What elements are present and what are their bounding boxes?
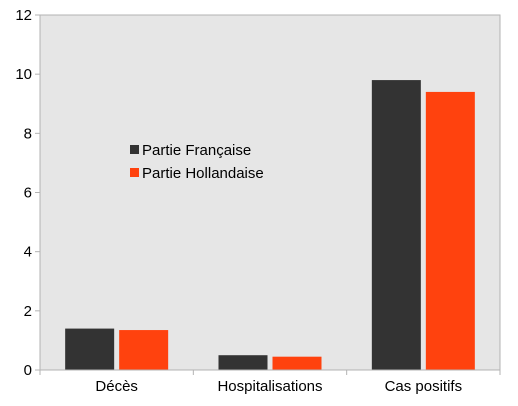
- legend-label: Partie Hollandaise: [142, 165, 264, 182]
- bar-partie-francaise: [371, 80, 421, 370]
- bar-partie-hollandaise: [425, 91, 475, 371]
- x-tick-label: Cas positifs: [385, 378, 463, 395]
- plot-area: [39, 14, 501, 371]
- bars: [65, 80, 475, 371]
- x-tick-label: Décès: [95, 378, 138, 395]
- y-tick-label: 2: [24, 303, 32, 320]
- y-tick-label: 12: [15, 7, 32, 24]
- x-axis: Décès Hospitalisations Cas positifs: [39, 369, 501, 395]
- bar-partie-hollandaise: [272, 356, 322, 370]
- y-axis: 0 2 4 6 8 10 12: [15, 7, 41, 379]
- x-tick-label: Hospitalisations: [217, 378, 322, 395]
- y-tick-label: 10: [15, 66, 32, 83]
- y-tick-label: 4: [24, 244, 32, 261]
- y-tick-label: 6: [24, 185, 32, 202]
- bar-partie-francaise: [218, 355, 268, 370]
- bar-partie-hollandaise: [119, 330, 169, 370]
- legend: Partie Française Partie Hollandaise: [130, 142, 264, 182]
- bar-partie-francaise: [65, 328, 115, 370]
- legend-label: Partie Française: [142, 142, 251, 159]
- y-tick-label: 0: [24, 362, 32, 379]
- legend-swatch: [130, 145, 139, 154]
- legend-swatch: [130, 168, 139, 177]
- y-tick-label: 8: [24, 125, 32, 142]
